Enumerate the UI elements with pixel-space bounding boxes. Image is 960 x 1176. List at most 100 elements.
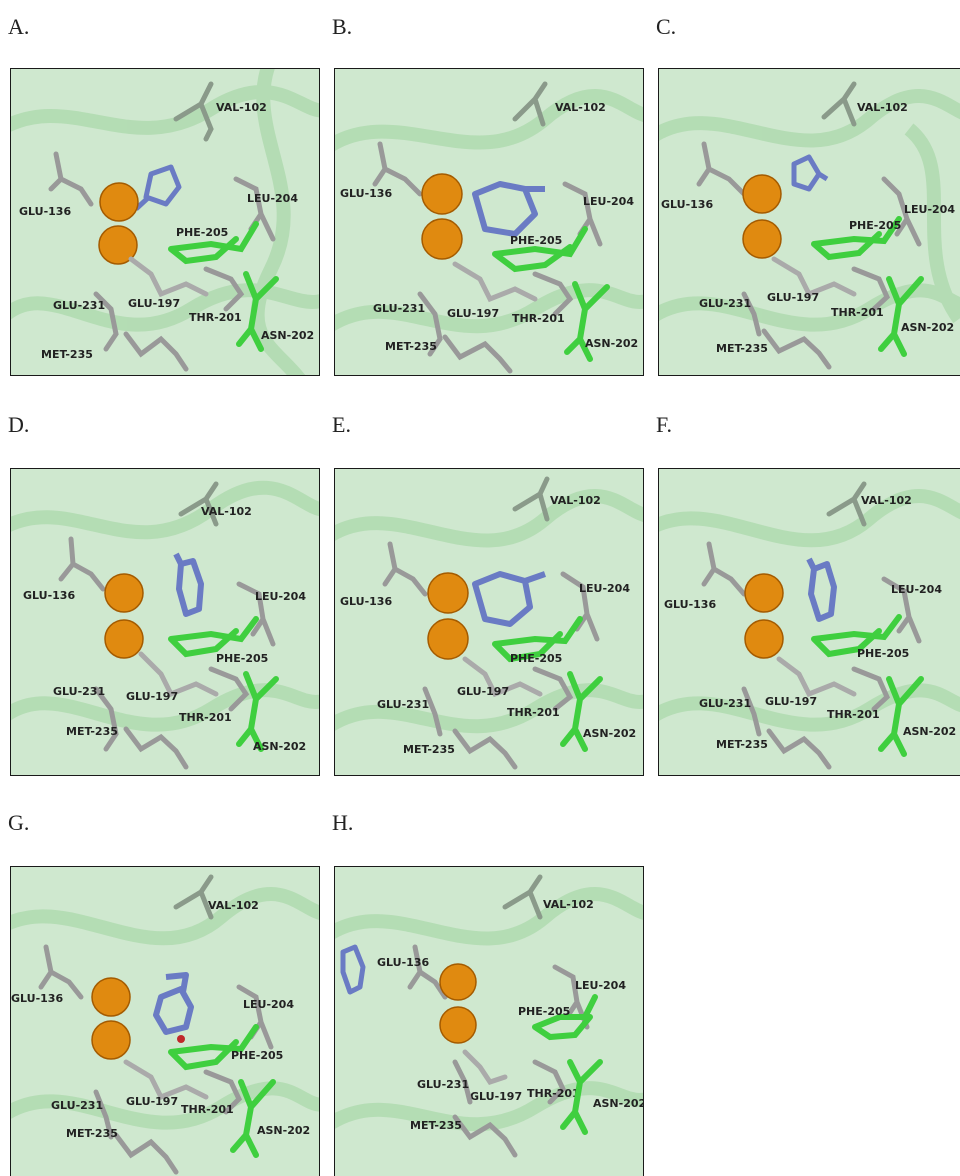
protein-ribbon-background bbox=[11, 69, 319, 375]
metal-ion-2 bbox=[421, 218, 463, 260]
svg-text:MET-235: MET-235 bbox=[716, 342, 768, 355]
svg-text:GLU-197: GLU-197 bbox=[767, 291, 819, 304]
residue-leu204: LEU-204 bbox=[560, 571, 630, 642]
residue-glu136: GLU-136 bbox=[661, 141, 747, 211]
residue-phe205: PHE-205 bbox=[518, 994, 598, 1041]
svg-text:ASN-202: ASN-202 bbox=[593, 1097, 644, 1110]
svg-text:GLU-231: GLU-231 bbox=[417, 1078, 469, 1091]
residue-glu197: GLU-197 bbox=[126, 651, 219, 703]
svg-text:THR-201: THR-201 bbox=[512, 312, 565, 325]
residue-phe205: PHE-205 bbox=[492, 616, 583, 665]
metal-ion-1 bbox=[99, 182, 139, 222]
svg-text:LEU-204: LEU-204 bbox=[575, 979, 626, 992]
residue-phe205: PHE-205 bbox=[168, 616, 268, 665]
metal-ion-2 bbox=[744, 619, 784, 659]
metal-ion-2 bbox=[427, 618, 469, 660]
svg-text:PHE-205: PHE-205 bbox=[510, 652, 562, 665]
svg-text:MET-235: MET-235 bbox=[385, 340, 437, 353]
metal-ion-1 bbox=[421, 173, 463, 215]
residue-val102: VAL-102 bbox=[826, 481, 912, 527]
panel-label-c: C. bbox=[656, 14, 677, 39]
residue-glu136: GLU-136 bbox=[19, 151, 94, 218]
residue-leu204: LEU-204 bbox=[562, 181, 634, 247]
residue-asn202: ASN-202 bbox=[560, 1059, 644, 1135]
residue-phe205: PHE-205 bbox=[492, 226, 588, 273]
svg-text:MET-235: MET-235 bbox=[403, 743, 455, 756]
panel-c: VAL-102 GLU-136 LEU-204 PHE-205 GLU-197 … bbox=[658, 68, 960, 376]
svg-text:THR-201: THR-201 bbox=[181, 1103, 234, 1116]
panel-h: VAL-102 GLU-136 LEU-204 PHE-205 GLU-197 … bbox=[334, 866, 644, 1176]
panel-label-a: A. bbox=[8, 14, 30, 39]
residue-val102: VAL-102 bbox=[512, 476, 601, 522]
ligand bbox=[134, 164, 182, 211]
svg-text:LEU-204: LEU-204 bbox=[891, 583, 942, 596]
svg-text:GLU-197: GLU-197 bbox=[457, 685, 509, 698]
residue-glu136: GLU-136 bbox=[340, 141, 423, 200]
ligand bbox=[472, 571, 546, 627]
residue-val102: VAL-102 bbox=[173, 874, 259, 920]
residue-glu231: GLU-231 bbox=[51, 1089, 114, 1140]
residue-thr201: THR-201 bbox=[181, 1069, 243, 1116]
residue-asn202: ASN-202 bbox=[560, 671, 636, 752]
svg-text:PHE-205: PHE-205 bbox=[518, 1005, 570, 1018]
panel-e: VAL-102 GLU-136 LEU-204 PHE-205 GLU-197 … bbox=[334, 468, 644, 776]
residue-phe205: PHE-205 bbox=[168, 1024, 283, 1071]
svg-text:GLU-231: GLU-231 bbox=[53, 299, 105, 312]
svg-text:GLU-197: GLU-197 bbox=[765, 695, 817, 708]
svg-text:THR-201: THR-201 bbox=[831, 306, 884, 319]
residue-glu231: GLU-231 bbox=[377, 686, 443, 737]
residue-glu231: GLU-231 bbox=[417, 1059, 473, 1105]
metal-ion-2 bbox=[439, 1006, 477, 1044]
svg-text:LEU-204: LEU-204 bbox=[255, 590, 306, 603]
residue-glu197: GLU-197 bbox=[447, 261, 538, 320]
residue-glu136: GLU-136 bbox=[377, 944, 448, 1000]
metal-ion-1 bbox=[439, 963, 477, 1001]
svg-text:LEU-204: LEU-204 bbox=[583, 195, 634, 208]
svg-text:ASN-202: ASN-202 bbox=[901, 321, 954, 334]
svg-text:GLU-136: GLU-136 bbox=[340, 187, 392, 200]
residue-met235: MET-235 bbox=[716, 328, 832, 370]
residue-val102: VAL-102 bbox=[821, 81, 908, 127]
svg-text:PHE-205: PHE-205 bbox=[849, 219, 901, 232]
svg-text:GLU-136: GLU-136 bbox=[11, 992, 63, 1005]
metal-ion-1 bbox=[427, 572, 469, 614]
svg-text:ASN-202: ASN-202 bbox=[261, 329, 314, 342]
svg-text:GLU-197: GLU-197 bbox=[470, 1090, 522, 1103]
residue-met235: MET-235 bbox=[716, 728, 832, 770]
ligand bbox=[472, 181, 545, 237]
svg-text:MET-235: MET-235 bbox=[41, 348, 93, 361]
residue-asn202: ASN-202 bbox=[878, 276, 954, 357]
svg-text:MET-235: MET-235 bbox=[66, 725, 118, 738]
residue-met235: MET-235 bbox=[385, 334, 513, 374]
svg-text:GLU-136: GLU-136 bbox=[661, 198, 713, 211]
residue-thr201: THR-201 bbox=[179, 666, 250, 724]
svg-text:ASN-202: ASN-202 bbox=[903, 725, 956, 738]
protein-ribbon-background bbox=[11, 887, 319, 1130]
residue-met235: MET-235 bbox=[66, 1127, 179, 1175]
ligand bbox=[153, 972, 194, 1043]
svg-text:VAL-102: VAL-102 bbox=[861, 494, 912, 507]
svg-text:THR-201: THR-201 bbox=[527, 1087, 580, 1100]
protein-ribbon-background bbox=[335, 89, 643, 334]
residue-thr201: THR-201 bbox=[507, 666, 574, 719]
residue-met235: MET-235 bbox=[403, 728, 518, 770]
residue-glu197: GLU-197 bbox=[123, 1059, 209, 1108]
svg-text:GLU-136: GLU-136 bbox=[340, 595, 392, 608]
residue-glu231: GLU-231 bbox=[699, 686, 762, 737]
metal-ion-1 bbox=[742, 174, 782, 214]
residue-met235: MET-235 bbox=[41, 331, 189, 372]
residue-thr201: THR-201 bbox=[831, 266, 891, 319]
svg-text:VAL-102: VAL-102 bbox=[216, 101, 267, 114]
svg-text:GLU-197: GLU-197 bbox=[126, 690, 178, 703]
residue-leu204: LEU-204 bbox=[233, 176, 298, 242]
svg-text:PHE-205: PHE-205 bbox=[857, 647, 909, 660]
svg-text:VAL-102: VAL-102 bbox=[555, 101, 606, 114]
svg-text:GLU-231: GLU-231 bbox=[53, 685, 105, 698]
residue-thr201: THR-201 bbox=[527, 1059, 580, 1105]
residue-asn202: ASN-202 bbox=[564, 281, 638, 362]
svg-text:MET-235: MET-235 bbox=[66, 1127, 118, 1140]
residue-val102: VAL-102 bbox=[512, 81, 606, 127]
svg-text:ASN-202: ASN-202 bbox=[583, 727, 636, 740]
ligand bbox=[791, 154, 829, 192]
svg-text:GLU-231: GLU-231 bbox=[51, 1099, 103, 1112]
